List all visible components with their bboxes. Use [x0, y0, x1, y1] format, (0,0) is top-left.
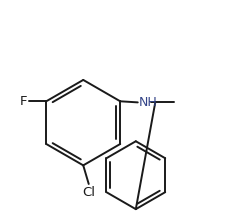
- Text: F: F: [20, 95, 27, 108]
- Text: Cl: Cl: [82, 186, 95, 199]
- Text: NH: NH: [138, 96, 157, 109]
